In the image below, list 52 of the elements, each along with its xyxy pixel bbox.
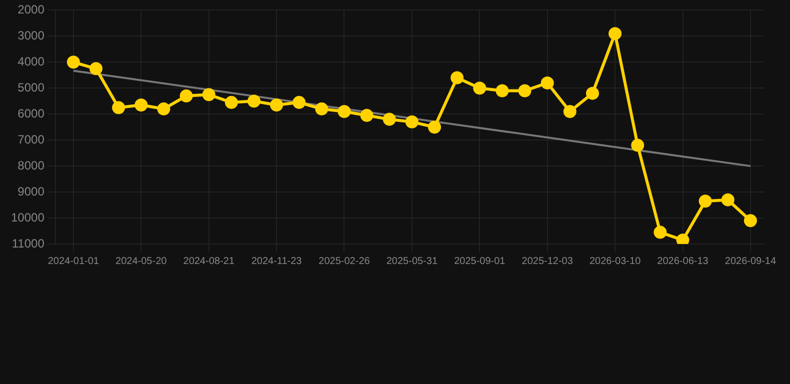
point — [586, 86, 599, 100]
y-tick-label: 5000 — [18, 80, 45, 94]
point — [315, 102, 328, 116]
y-tick-label: 10000 — [10, 210, 45, 224]
y-tick-label: 2000 — [18, 2, 45, 17]
y-tick-label: 11000 — [12, 236, 45, 250]
x-tick-label: 2024-11-23 — [251, 256, 302, 267]
point — [744, 214, 757, 228]
point — [450, 71, 464, 84]
point — [721, 193, 734, 206]
y-tick-label: 8000 — [18, 158, 45, 172]
point — [473, 82, 486, 95]
y-tick-label: 9000 — [18, 184, 45, 198]
point — [496, 84, 509, 98]
point — [518, 84, 532, 98]
x-tick-label: 2026-09-14 — [724, 256, 776, 267]
point — [338, 105, 351, 118]
point — [270, 98, 284, 112]
point — [563, 105, 576, 118]
point — [405, 115, 418, 128]
point — [112, 101, 126, 114]
y-tick-label: 6000 — [18, 106, 45, 120]
x-tick-label: 2024-05-20 — [116, 256, 168, 267]
point — [382, 112, 396, 126]
y-tick-label: 4000 — [18, 54, 45, 68]
point — [428, 120, 442, 134]
point — [540, 76, 554, 90]
point — [654, 226, 667, 239]
x-tick-label: 2025-12-03 — [522, 256, 574, 267]
point — [202, 88, 216, 102]
x-tick-label: 2024-01-01 — [48, 256, 100, 267]
x-tick-label: 2026-03-10 — [589, 256, 642, 267]
y-tick-label: 7000 — [18, 132, 45, 146]
point — [247, 94, 260, 108]
point — [157, 102, 170, 116]
point — [224, 96, 238, 109]
point — [631, 138, 644, 152]
point — [608, 27, 622, 40]
x-tick-label: 2025-02-26 — [318, 256, 370, 267]
point — [676, 234, 690, 244]
x-tick-label: 2024-08-21 — [183, 256, 235, 267]
point — [292, 96, 306, 109]
point — [180, 89, 193, 102]
y-tick-label: 3000 — [18, 28, 45, 42]
x-tick-label: 2025-05-31 — [386, 256, 438, 267]
x-tick-label: 2026-06-13 — [657, 256, 709, 267]
point — [89, 62, 102, 76]
point — [66, 56, 80, 69]
point — [360, 108, 374, 122]
point — [698, 194, 712, 208]
x-tick-label: 2025-09-01 — [454, 256, 506, 267]
point — [134, 98, 148, 112]
